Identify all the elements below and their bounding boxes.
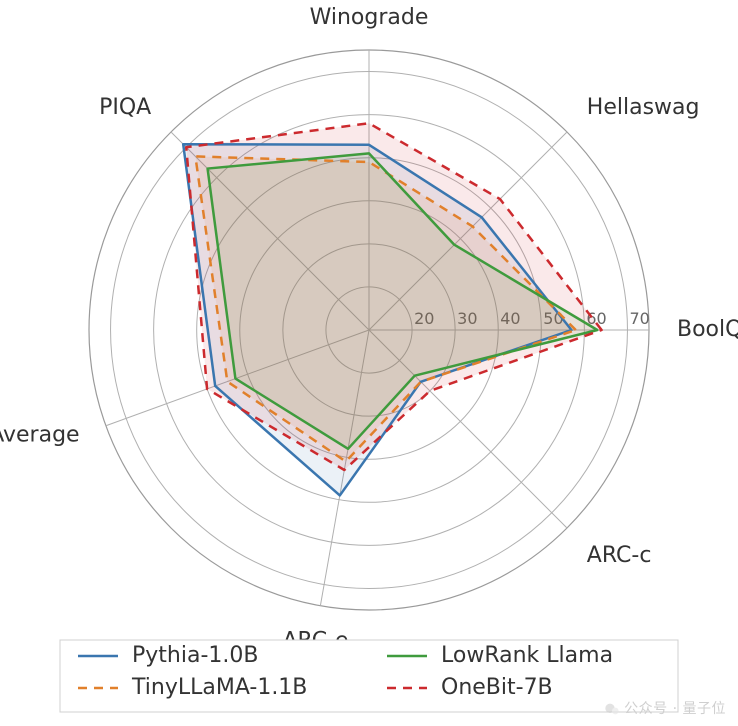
legend-label: Pythia-1.0B [132, 643, 258, 668]
legend-label: OneBit-7B [441, 675, 553, 700]
axis-label: PIQA [99, 95, 151, 120]
wechat-icon [604, 701, 620, 717]
tick-label: 70 [629, 309, 649, 328]
watermark-text: 公众号 · 量子位 [624, 701, 726, 717]
watermark: 公众号 · 量子位 [604, 698, 726, 718]
axis-label: Winograde [310, 5, 429, 30]
axis-label: ARC-c [587, 543, 652, 568]
radar-chart: 203040506070BoolQHellaswagWinogradePIQAA… [0, 0, 738, 726]
legend-label: TinyLLaMA-1.1B [131, 675, 307, 700]
legend-label: LowRank Llama [441, 643, 613, 668]
axis-label: Hellaswag [587, 95, 700, 120]
axis-label: Average [0, 422, 80, 447]
radar-svg: 203040506070BoolQHellaswagWinogradePIQAA… [0, 0, 738, 726]
axis-label: BoolQ [677, 317, 738, 342]
